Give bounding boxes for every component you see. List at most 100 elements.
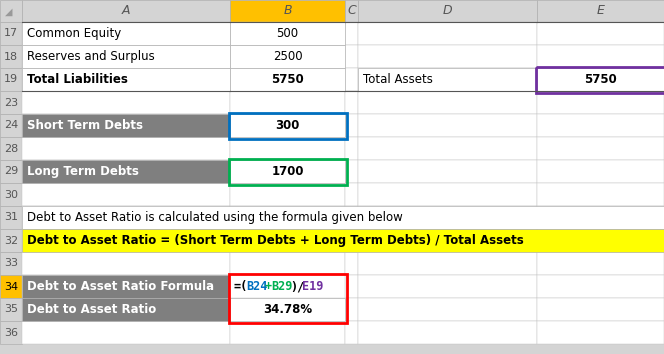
Bar (22, 114, 230, 137)
Bar (0, 321, 22, 344)
Text: )/: )/ (290, 280, 304, 293)
Bar (358, 252, 537, 275)
Bar (22, 229, 230, 252)
Bar (230, 114, 345, 137)
Bar (228, 113, 347, 138)
Bar (345, 137, 358, 160)
Bar (358, 183, 537, 206)
Bar (0, 160, 22, 183)
Bar (0, 252, 22, 275)
Bar (537, 91, 664, 114)
Bar (22, 275, 230, 298)
Bar (230, 275, 345, 298)
Bar (22, 206, 664, 229)
Bar (0, 183, 22, 206)
Text: 31: 31 (4, 212, 18, 223)
Text: 500: 500 (276, 27, 299, 40)
Bar (22, 252, 230, 275)
Bar (345, 22, 358, 45)
Text: +: + (265, 280, 272, 293)
Text: E: E (596, 5, 604, 17)
Bar (230, 252, 345, 275)
Bar (230, 22, 345, 45)
Bar (22, 275, 230, 298)
Bar (0, 0, 22, 22)
Bar (22, 0, 230, 22)
Bar (22, 137, 230, 160)
Text: B29: B29 (271, 280, 293, 293)
Bar (358, 206, 537, 229)
Bar (537, 137, 664, 160)
Bar (358, 137, 537, 160)
Text: 19: 19 (4, 74, 18, 85)
Bar (358, 160, 537, 183)
Bar (230, 91, 345, 114)
Bar (22, 91, 230, 114)
Text: 35: 35 (4, 304, 18, 314)
Text: 32: 32 (4, 235, 18, 246)
Bar (0, 91, 22, 114)
Bar (22, 22, 230, 45)
Bar (230, 229, 345, 252)
Bar (22, 114, 230, 137)
Text: A: A (122, 5, 130, 17)
Bar (345, 252, 358, 275)
Bar (537, 252, 664, 275)
Bar (345, 275, 358, 298)
Text: C: C (347, 5, 356, 17)
Bar (537, 22, 664, 45)
Bar (358, 114, 537, 137)
Bar (358, 275, 537, 298)
Bar (230, 114, 345, 137)
Bar (537, 114, 664, 137)
Text: Debt to Asset Ratio: Debt to Asset Ratio (27, 303, 156, 316)
Bar (230, 68, 345, 91)
Bar (230, 160, 345, 183)
Bar (358, 91, 537, 114)
Text: 29: 29 (4, 166, 18, 177)
Text: 5750: 5750 (271, 73, 304, 86)
Bar (358, 22, 537, 45)
Bar (228, 274, 347, 322)
Bar (22, 68, 230, 91)
Text: Reserves and Surplus: Reserves and Surplus (27, 50, 155, 63)
Bar (345, 114, 358, 137)
Bar (358, 0, 537, 22)
Bar (0, 45, 22, 68)
Bar (537, 321, 664, 344)
Bar (537, 0, 664, 22)
Bar (22, 206, 230, 229)
Bar (22, 45, 230, 68)
Bar (358, 45, 537, 68)
Bar (230, 68, 345, 91)
Bar (537, 229, 664, 252)
Text: 24: 24 (4, 120, 18, 131)
Bar (22, 22, 230, 45)
Bar (230, 45, 345, 68)
Text: 36: 36 (4, 327, 18, 337)
Text: Total Liabilities: Total Liabilities (27, 73, 128, 86)
Text: 18: 18 (4, 51, 18, 62)
Bar (0, 298, 22, 321)
Bar (0, 22, 22, 45)
Bar (345, 160, 358, 183)
Bar (228, 159, 347, 184)
Text: B24: B24 (246, 280, 268, 293)
Bar (230, 298, 345, 321)
Bar (22, 160, 230, 183)
Bar (537, 68, 664, 91)
Bar (230, 22, 345, 45)
Bar (0, 68, 22, 91)
Bar (537, 298, 664, 321)
Bar (358, 321, 537, 344)
Text: Long Term Debts: Long Term Debts (27, 165, 139, 178)
Bar (0, 137, 22, 160)
Bar (22, 68, 230, 91)
Bar (0, 275, 22, 298)
Bar (22, 160, 230, 183)
Text: 34.78%: 34.78% (263, 303, 312, 316)
Bar (230, 45, 345, 68)
Bar (22, 298, 230, 321)
Text: Total Assets: Total Assets (363, 73, 433, 86)
Text: D: D (443, 5, 452, 17)
